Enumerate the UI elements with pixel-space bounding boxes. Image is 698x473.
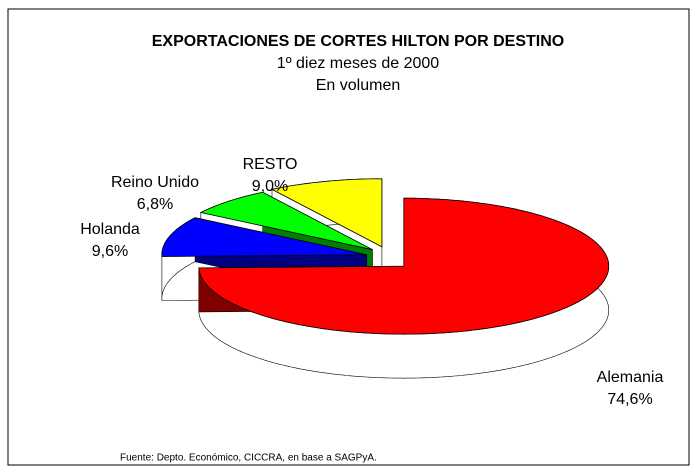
slice (199, 191, 373, 251)
slice-label: Alemania (597, 369, 664, 386)
chart-subtitle: En volumen (316, 77, 401, 94)
slice-label: Reino Unido (111, 174, 199, 191)
slice (198, 197, 610, 335)
slice-value-label: 9,0% (252, 178, 288, 195)
chart-title: EXPORTACIONES DE CORTES HILTON POR DESTI… (152, 33, 564, 50)
slice (161, 217, 367, 257)
slice (270, 178, 383, 248)
slice-value-label: 6,8% (137, 196, 173, 213)
chart-subtitle: 1º diez meses de 2000 (277, 55, 439, 72)
slice-label: Holanda (80, 221, 140, 238)
slice-value-label: 9,6% (92, 243, 128, 260)
slice-label: RESTO (243, 156, 298, 173)
source-note: Fuente: Depto. Económico, CICCRA, en bas… (120, 453, 377, 464)
slice-value-label: 74,6% (607, 391, 652, 408)
pie (161, 178, 610, 379)
